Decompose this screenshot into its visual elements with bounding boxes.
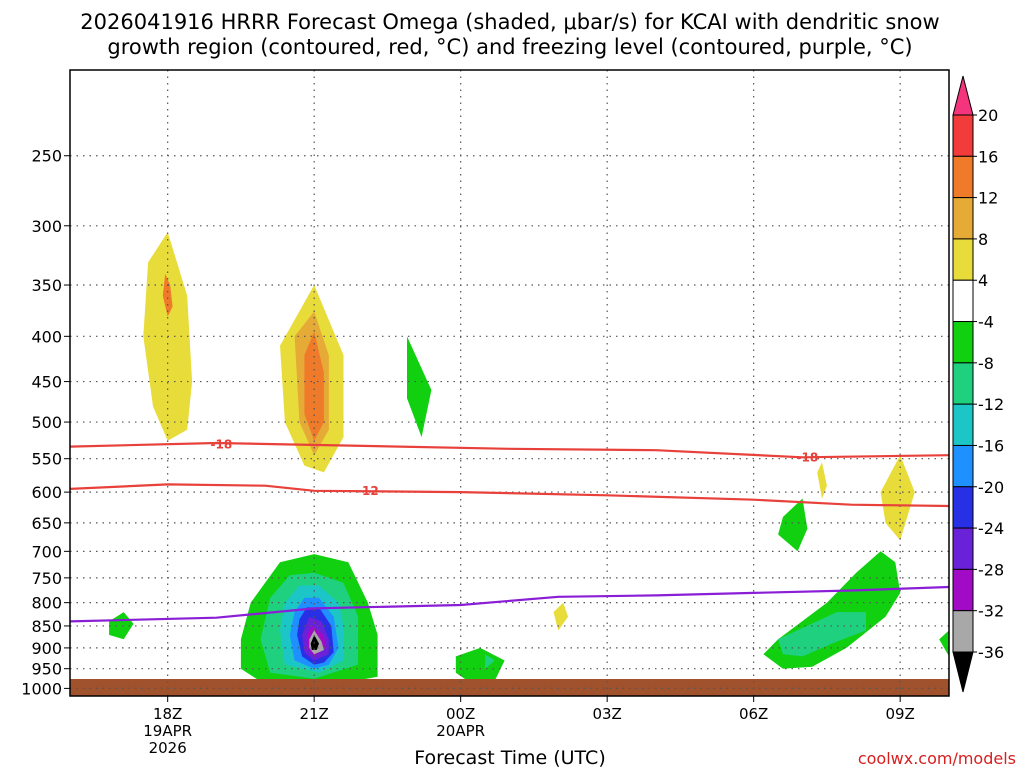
omega-shading-layer <box>109 178 949 687</box>
omega-region-4-2 <box>460 422 573 473</box>
y-tick-label-750: 750 <box>31 569 62 588</box>
omega-region-8-4 <box>553 602 569 631</box>
omega-region--4-0 <box>407 336 432 438</box>
omega-region-4-4 <box>866 295 949 593</box>
credit-text: coolwx.com/models <box>858 749 1016 768</box>
omega-region-4-7 <box>485 588 569 673</box>
y-tick-label-550: 550 <box>31 450 62 469</box>
omega-region-4-6 <box>397 588 437 650</box>
colorbar-bottom-arrow <box>952 651 974 693</box>
colorbar-label-12: -32 <box>978 602 1004 621</box>
colorbar-label-1: 16 <box>978 147 998 166</box>
x-tick-label-21Z: 21Z <box>299 705 328 723</box>
y-tick-label-900: 900 <box>31 639 62 658</box>
y-tick-label-800: 800 <box>31 594 62 613</box>
colorbar-swatch-8 <box>952 444 974 488</box>
omega-region-8-2 <box>880 455 915 541</box>
x-tick-label-06Z: 06Z <box>739 705 768 723</box>
colorbar-label-5: -4 <box>978 313 994 332</box>
y-tick-label-250: 250 <box>31 147 62 166</box>
omega-region-16-0 <box>304 331 324 441</box>
omega-region--4-6 <box>455 647 505 683</box>
colorbar-swatch-3 <box>952 238 974 281</box>
x-axis-label: Forecast Time (UTC) <box>414 747 605 768</box>
contour-label-0: -18 <box>211 437 233 451</box>
colorbar-swatch-11 <box>952 568 974 612</box>
colorbar-label-6: -8 <box>978 354 994 373</box>
omega-region--8-2 <box>485 654 495 669</box>
y-tick-label-450: 450 <box>31 373 62 392</box>
contour-label-1: -12 <box>357 484 379 498</box>
omega-region--8-1 <box>778 612 866 657</box>
y-tick-label-600: 600 <box>31 483 62 502</box>
omega-region--4-2 <box>778 498 808 552</box>
colorbar-swatch-7 <box>952 403 974 446</box>
colorbar-label-13: -36 <box>978 643 1004 662</box>
colorbar-swatch-5 <box>952 321 974 364</box>
plot-frame <box>69 69 950 697</box>
colorbar-top-arrow <box>952 75 974 116</box>
x-tick-label-18Z: 18Z <box>153 705 182 723</box>
omega-region--4-4 <box>939 630 949 657</box>
contour-label-2: -18 <box>797 450 819 464</box>
omega-region-4-5 <box>187 623 227 677</box>
temperature-contours: -18 -12 -18 <box>70 437 949 623</box>
chart-title-line1: 2026041916 HRRR Forecast Omega (shaded, … <box>80 10 939 34</box>
contour-line-0-2 <box>70 585 949 623</box>
colorbar-swatch-1 <box>952 155 974 199</box>
colorbar-swatch-6 <box>952 362 974 405</box>
omega-region-16-1 <box>162 273 173 317</box>
ground-bar <box>70 679 949 696</box>
y-tick-label-500: 500 <box>31 413 62 432</box>
colorbar-swatch-4 <box>952 279 974 323</box>
y-tick-label-300: 300 <box>31 217 62 236</box>
colorbar-label-9: -20 <box>978 478 1004 497</box>
y-tick-label-950: 950 <box>31 660 62 679</box>
y-tick-label-350: 350 <box>31 276 62 295</box>
colorbar-label-2: 12 <box>978 189 998 208</box>
y-tick-label-650: 650 <box>31 514 62 533</box>
colorbar-label-11: -28 <box>978 560 1004 579</box>
contour-line--18-0 <box>70 441 949 459</box>
y-tick-label-400: 400 <box>31 327 62 346</box>
colorbar-swatch-2 <box>952 197 974 240</box>
x-tick-date-18Z: 19APR <box>143 722 192 740</box>
colorbar-swatch-9 <box>952 486 974 529</box>
y-tick-label-1000: 1000 <box>21 679 62 698</box>
colorbar-swatch-0 <box>952 114 974 157</box>
colorbar-label-10: -24 <box>978 519 1004 538</box>
x-tick-label-03Z: 03Z <box>592 705 621 723</box>
colorbar-label-7: -12 <box>978 395 1004 414</box>
omega-region-8-3 <box>817 462 827 499</box>
colorbar-label-3: 8 <box>978 230 988 249</box>
pressure-axis: 250 300 350 400 450 500 550 600 650 700 750 800 850 9… <box>21 147 70 698</box>
colorbar-label-0: 20 <box>978 106 998 125</box>
x-tick-label-09Z: 09Z <box>885 705 914 723</box>
y-tick-label-850: 850 <box>31 617 62 636</box>
colorbar-swatch-10 <box>952 527 974 570</box>
omega-colorbar: 20 16 12 8 4 -4 -8 -12 -16 -20 -24 -28 -32 -36 <box>952 75 1004 693</box>
colorbar-swatch-12 <box>952 610 974 653</box>
grid-lines <box>70 70 949 696</box>
y-tick-label-700: 700 <box>31 542 62 561</box>
x-tick-year-18Z: 2026 <box>149 739 187 757</box>
colorbar-label-8: -16 <box>978 436 1004 455</box>
chart-title-line2: growth region (contoured, red, °C) and f… <box>107 35 912 59</box>
x-tick-date-00Z: 20APR <box>436 722 485 740</box>
colorbar-label-4: 4 <box>978 271 988 290</box>
omega-region--36-0 <box>310 634 319 650</box>
contour-line--12-1 <box>70 483 949 508</box>
x-tick-label-00Z: 00Z <box>446 705 475 723</box>
